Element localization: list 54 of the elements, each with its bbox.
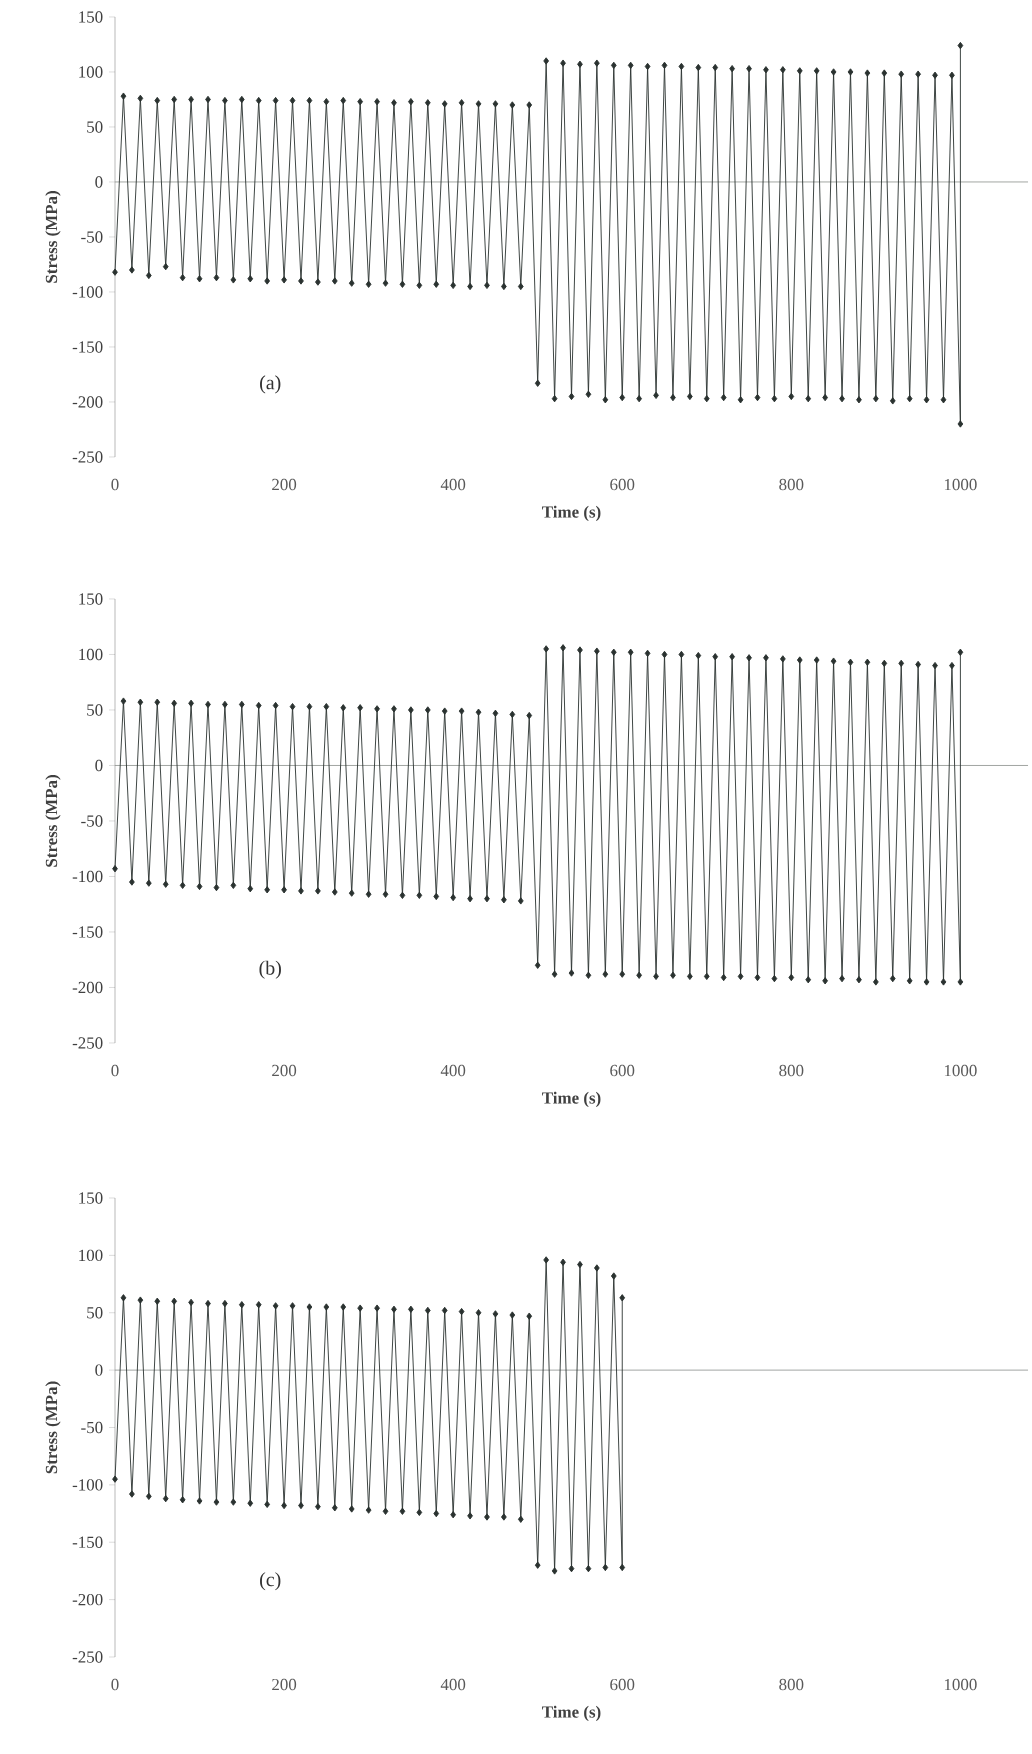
x-tick-label: 0 — [111, 1064, 119, 1077]
y-tick-label: 0 — [95, 759, 103, 772]
y-tick-label: 150 — [79, 1192, 103, 1204]
x-tick-label: 600 — [610, 478, 635, 491]
annotation: (c) — [260, 1572, 281, 1591]
annotation: (a) — [260, 375, 281, 394]
y-tick-label: -50 — [81, 1421, 103, 1434]
y-tick-label: 0 — [95, 1364, 103, 1376]
y-tick-label: 0 — [95, 176, 103, 188]
x-tick-label: 600 — [610, 1064, 635, 1077]
y-tick-label: 150 — [79, 11, 103, 23]
x-tick-label: 400 — [440, 1064, 466, 1077]
y-tick-label: 100 — [79, 66, 103, 78]
y-tick-label: -200 — [72, 981, 103, 994]
y-tick-label: -50 — [81, 231, 103, 243]
x-tick-label: 0 — [111, 1678, 119, 1691]
y-tick-label: 100 — [79, 648, 103, 661]
y-tick-label: -50 — [81, 815, 103, 827]
x-axis-title: Time (s) — [542, 505, 601, 522]
x-tick-label: 200 — [272, 1064, 297, 1077]
x-tick-label: 400 — [440, 1678, 466, 1691]
x-tick-label: 800 — [779, 1678, 804, 1691]
y-tick-label: 100 — [79, 1249, 103, 1262]
x-tick-label: 400 — [440, 478, 466, 491]
y-tick-label: -100 — [72, 1479, 103, 1491]
x-tick-label: 1000 — [944, 1064, 977, 1077]
y-tick-label: -100 — [72, 286, 103, 298]
x-axis-title: Time (s) — [542, 1091, 601, 1108]
x-tick-label: 1000 — [944, 1678, 977, 1691]
y-tick-label: -150 — [72, 341, 103, 353]
y-tick-label: -100 — [72, 870, 103, 883]
y-tick-label: 50 — [87, 121, 103, 133]
x-tick-label: 1000 — [944, 478, 977, 491]
y-tick-label: -150 — [72, 926, 103, 938]
x-axis-title: Time (s) — [542, 1705, 601, 1722]
y-tick-label: -250 — [72, 1651, 103, 1663]
y-axis-title: Stress (MPa) — [45, 191, 61, 283]
y-tick-label: 50 — [87, 1307, 103, 1319]
y-tick-label: 150 — [79, 593, 103, 605]
x-tick-label: 600 — [610, 1678, 635, 1691]
x-tick-label: 200 — [272, 478, 297, 491]
y-tick-label: -200 — [72, 1593, 103, 1606]
x-tick-label: 800 — [779, 1064, 804, 1077]
annotation: (b) — [259, 960, 281, 979]
y-tick-label: -250 — [72, 451, 103, 463]
y-tick-label: -200 — [72, 396, 103, 408]
x-tick-label: 0 — [111, 478, 119, 491]
x-tick-label: 200 — [272, 1678, 297, 1691]
y-tick-label: 50 — [87, 704, 103, 716]
y-axis-title: Stress (MPa) — [45, 775, 61, 867]
y-axis-title: Stress (MPa) — [45, 1381, 61, 1474]
y-tick-label: -150 — [72, 1536, 103, 1548]
y-tick-label: -250 — [72, 1037, 103, 1049]
x-tick-label: 800 — [779, 478, 804, 491]
